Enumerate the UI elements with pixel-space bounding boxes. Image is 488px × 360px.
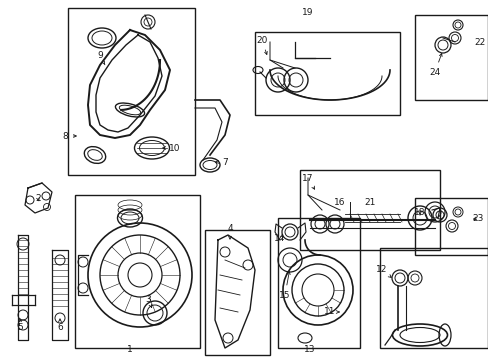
Text: 5: 5 — [17, 319, 23, 333]
Text: 24: 24 — [428, 54, 441, 77]
Text: 23: 23 — [471, 213, 483, 222]
Text: 16: 16 — [334, 198, 345, 207]
Bar — [75, 195, 200, 348]
Text: 15: 15 — [279, 272, 290, 300]
Text: 18: 18 — [413, 207, 425, 216]
Text: 2: 2 — [35, 194, 41, 202]
Text: 14: 14 — [274, 234, 285, 243]
Text: 1: 1 — [127, 346, 133, 355]
Bar — [254, 32, 399, 115]
Bar — [278, 218, 359, 348]
Text: 3: 3 — [145, 296, 151, 307]
Bar — [414, 15, 487, 100]
Text: 12: 12 — [376, 266, 390, 278]
Bar — [414, 198, 487, 255]
Text: 20: 20 — [256, 36, 267, 54]
Text: 6: 6 — [57, 319, 63, 333]
Bar — [379, 248, 487, 348]
Text: 7: 7 — [215, 158, 227, 166]
Text: 13: 13 — [304, 346, 315, 355]
Text: 22: 22 — [473, 37, 485, 46]
Bar — [204, 230, 269, 355]
Text: 9: 9 — [97, 50, 104, 65]
Text: 19: 19 — [302, 8, 313, 17]
Bar — [299, 170, 439, 250]
Text: 11: 11 — [324, 307, 338, 316]
Text: 4: 4 — [227, 224, 232, 239]
Text: 8: 8 — [62, 131, 76, 140]
Text: 17: 17 — [302, 174, 314, 189]
Bar — [68, 8, 195, 175]
Text: 21: 21 — [364, 198, 375, 207]
Text: 10: 10 — [163, 144, 181, 153]
